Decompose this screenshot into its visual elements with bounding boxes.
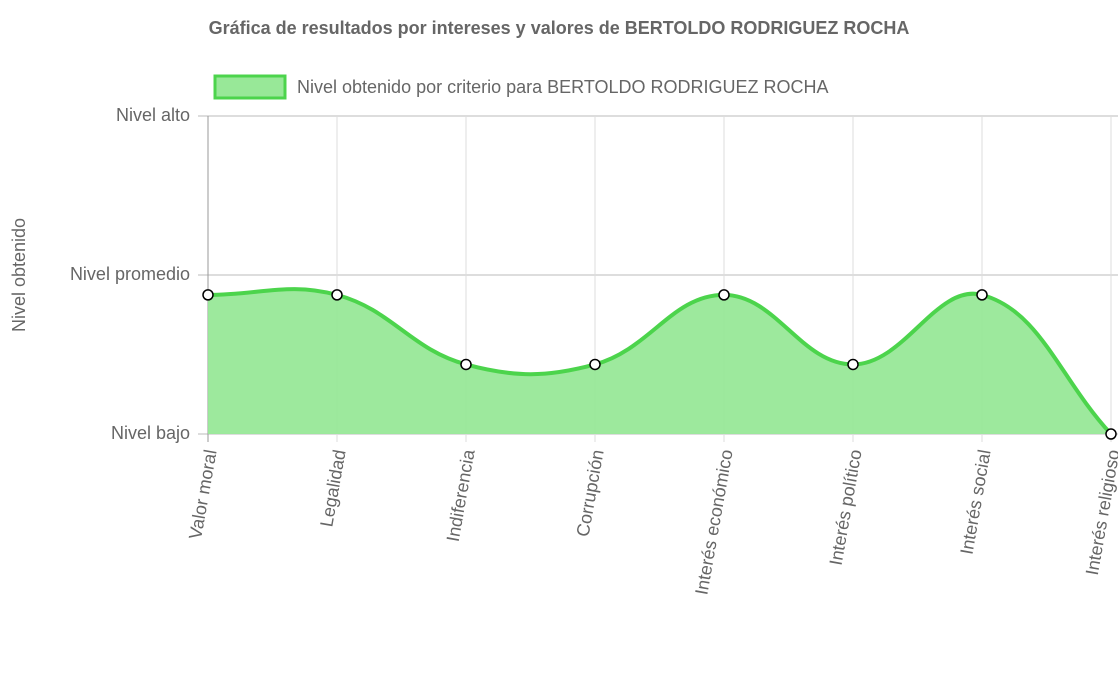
x-tick-label: Valor moral (185, 448, 220, 541)
x-tick-label: Legalidad (316, 448, 349, 528)
point (847, 358, 859, 371)
legend-label: Nivel obtenido por criterio para BERTOLD… (297, 77, 829, 97)
x-tick-label: Interés económico (691, 448, 736, 596)
point (1105, 428, 1117, 440)
point (202, 289, 214, 301)
area-fill (208, 289, 1111, 434)
point (589, 358, 601, 371)
y-axis-title: Nivel obtenido (9, 218, 29, 332)
x-tick-label: Corrupción (573, 448, 608, 538)
x-tick-label: Interés social (957, 448, 995, 556)
point (718, 289, 730, 301)
y-tick-label: Nivel bajo (111, 423, 190, 443)
legend-swatch (213, 74, 287, 100)
x-tick-label: Indiferencia (443, 447, 479, 543)
point (331, 289, 343, 301)
y-tick-label: Nivel alto (116, 105, 190, 125)
x-tick-label: Interés religioso (1082, 448, 1118, 577)
x-tick-label: Interés político (826, 448, 866, 567)
point (976, 289, 988, 301)
point (460, 358, 472, 371)
chart-title: Gráfica de resultados por intereses y va… (209, 18, 910, 38)
y-tick-label: Nivel promedio (70, 264, 190, 284)
